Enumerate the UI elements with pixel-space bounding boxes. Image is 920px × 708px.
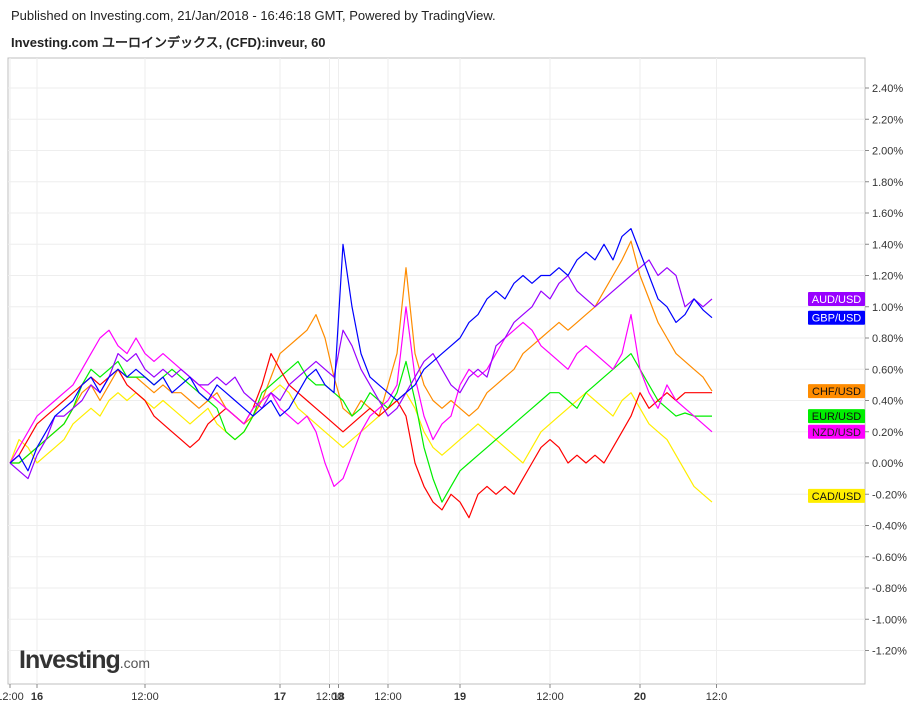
y-tick-label: 0.60% bbox=[872, 364, 903, 376]
series-line-nzd-usd[interactable] bbox=[9, 306, 713, 487]
series-tag-nzd-usd: NZD/USD bbox=[808, 424, 865, 439]
series-line-gbp-usd[interactable] bbox=[9, 228, 713, 472]
y-tick-label: 2.20% bbox=[872, 114, 903, 126]
x-tick-label: 17 bbox=[274, 691, 286, 703]
series-tag-bg bbox=[808, 409, 865, 424]
series-tag-bg bbox=[808, 424, 865, 439]
y-tick-label: -1.00% bbox=[872, 614, 907, 626]
series-tag-cad-usd: CAD/USD bbox=[808, 488, 865, 503]
published-caption: Published on Investing.com, 21/Jan/2018 … bbox=[11, 8, 496, 23]
y-tick-label: -0.80% bbox=[872, 583, 907, 595]
series-tag-gbp-usd: GBP/USD bbox=[808, 310, 865, 325]
investing-logo: Investing.com bbox=[19, 646, 151, 674]
y-tick-label: 1.20% bbox=[872, 271, 903, 283]
x-tick-label: 16 bbox=[31, 691, 43, 703]
x-tick-label: 12:00 bbox=[536, 691, 564, 703]
y-tick-label: 1.80% bbox=[872, 177, 903, 189]
series-line-unlabeled[interactable] bbox=[9, 353, 712, 519]
series-tag-aud-usd: AUD/USD bbox=[808, 291, 865, 306]
y-tick-label: 0.40% bbox=[872, 396, 903, 408]
y-tick-label: 1.60% bbox=[872, 208, 903, 220]
y-tick-label: 2.00% bbox=[872, 146, 903, 158]
series-tag-bg bbox=[808, 384, 865, 399]
series-labels: AUD/USD GBP/USD CHF/USD EUR/USD NZD/USD CAD/U… bbox=[808, 291, 865, 503]
series-tag-bg bbox=[808, 291, 865, 306]
y-tick-label: 0.80% bbox=[872, 333, 903, 345]
series-lines bbox=[9, 228, 713, 519]
y-tick-label: -0.60% bbox=[872, 552, 907, 564]
series-tag-text: CAD/USD bbox=[812, 491, 862, 503]
y-tick-label: 2.40% bbox=[872, 83, 903, 95]
x-tick-label: 12:00 bbox=[0, 691, 24, 703]
series-tag-text: AUD/USD bbox=[812, 294, 862, 306]
x-tick-label: 12:0 bbox=[706, 691, 727, 703]
series-tag-chf-usd: CHF/USD bbox=[808, 384, 865, 399]
y-tick-label: -1.20% bbox=[872, 646, 907, 658]
y-tick-label: 0.00% bbox=[872, 458, 903, 470]
y-tick-label: -0.40% bbox=[872, 521, 907, 533]
x-tick-label: 20 bbox=[634, 691, 646, 703]
y-tick-label: 1.40% bbox=[872, 239, 903, 251]
series-tag-text: CHF/USD bbox=[812, 386, 861, 398]
grid-lines bbox=[8, 58, 865, 684]
series-tag-bg bbox=[808, 488, 865, 503]
y-axis: 2.40% 2.20% 2.00% 1.80% 1.60% 1.40% 1.20% 1.00%… bbox=[865, 83, 907, 658]
x-tick-label: 12:00 bbox=[316, 691, 344, 703]
series-tag-bg bbox=[808, 310, 865, 325]
x-tick-label: 19 bbox=[454, 691, 466, 703]
y-tick-label: 1.00% bbox=[872, 302, 903, 314]
series-line-aud-usd[interactable] bbox=[9, 259, 713, 480]
series-tag-eur-usd: EUR/USD bbox=[808, 409, 865, 424]
series-tag-text: NZD/USD bbox=[812, 427, 861, 439]
series-tag-text: GBP/USD bbox=[812, 313, 862, 325]
chart-title: Investing.com ユーロインデックス, (CFD):inveur, 6… bbox=[11, 35, 326, 50]
y-tick-label: -0.20% bbox=[872, 489, 907, 501]
series-tag-text: EUR/USD bbox=[812, 411, 862, 423]
x-tick-label: 12:00 bbox=[131, 691, 159, 703]
x-tick-label: 12:00 bbox=[374, 691, 402, 703]
x-tick-label: 18 bbox=[332, 691, 344, 703]
y-tick-label: 0.20% bbox=[872, 427, 903, 439]
plot-area bbox=[7, 57, 866, 685]
